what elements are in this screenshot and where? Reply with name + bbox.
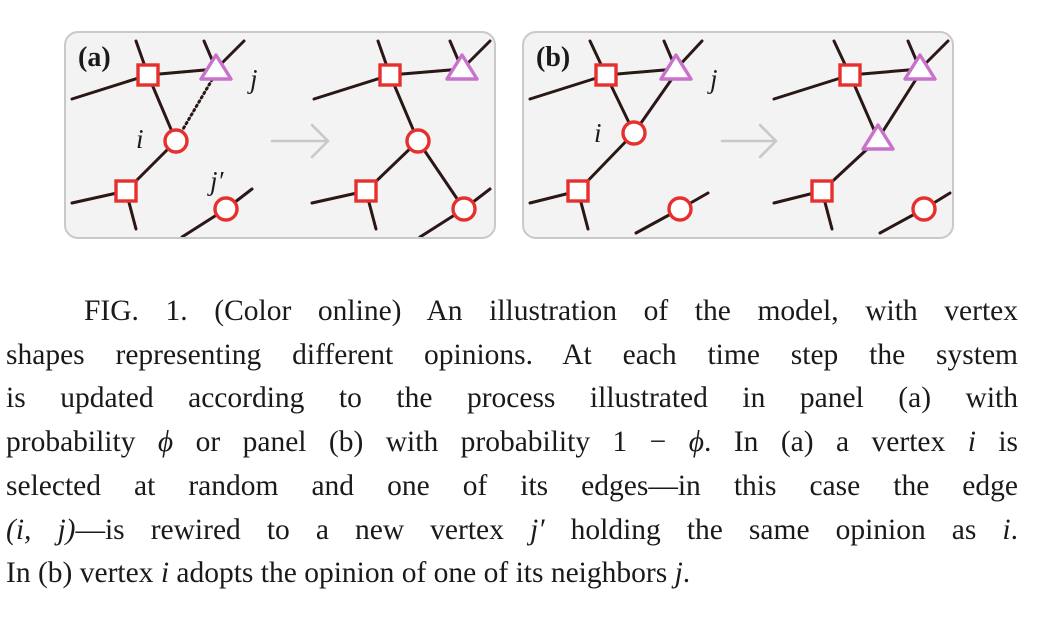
square-vertex xyxy=(838,63,862,87)
transition-arrow xyxy=(270,123,330,159)
figure-panel-b: (b) j i xyxy=(522,31,954,239)
square-vertex xyxy=(136,63,160,87)
square-vertex xyxy=(378,63,402,87)
figure-caption: FIG. 1. (Color online) An illustration o… xyxy=(6,290,1018,596)
triangle-vertex-j xyxy=(659,53,693,81)
panel-a-graph xyxy=(70,39,492,237)
panel-label-b: (b) xyxy=(534,42,573,73)
vertex-label-j: j xyxy=(250,64,258,94)
triangle-vertex-j xyxy=(199,53,233,81)
circle-vertex xyxy=(405,128,431,154)
circle-vertex xyxy=(667,196,693,222)
transition-arrow xyxy=(720,123,778,159)
circle-vertex xyxy=(451,196,477,222)
triangle-vertex-i-adopted xyxy=(861,123,895,151)
circle-vertex-i xyxy=(163,128,189,154)
caption-line: probability ϕ or panel (b) with probabil… xyxy=(6,426,1019,459)
square-vertex xyxy=(566,179,590,203)
square-vertex xyxy=(810,179,834,203)
vertex-label-i: i xyxy=(594,118,602,148)
square-vertex xyxy=(594,63,618,87)
vertex-label-j: j xyxy=(710,64,718,94)
edge xyxy=(388,67,464,77)
triangle-vertex xyxy=(445,53,479,81)
caption-line: shapes representing different opinions. … xyxy=(6,338,1018,371)
edge xyxy=(70,73,150,101)
triangle-vertex xyxy=(903,53,937,81)
caption-line: FIG. 1. (Color online) An illustration o… xyxy=(84,295,1018,327)
vertex-label-j-prime: j′ xyxy=(210,166,224,196)
edge xyxy=(772,73,852,101)
panel-b-graph xyxy=(528,39,952,235)
circle-vertex-i xyxy=(621,120,647,146)
caption-line: selected at random and one of its edges—… xyxy=(6,469,1018,502)
square-vertex xyxy=(354,179,378,203)
caption-line: is updated according to the process illu… xyxy=(6,382,1018,415)
caption-line: In (b) vertex i adopts the opinion of on… xyxy=(6,557,691,590)
square-vertex xyxy=(114,179,138,203)
edge xyxy=(528,73,608,101)
edge xyxy=(416,139,466,211)
circle-vertex-j-prime xyxy=(213,196,239,222)
edge xyxy=(876,71,922,141)
circle-vertex xyxy=(911,196,937,222)
panel-label-a: (a) xyxy=(76,42,113,73)
vertex-label-i: i xyxy=(136,124,144,154)
edge xyxy=(312,73,392,101)
figure-panel-a: (a) j i j′ xyxy=(64,31,496,239)
caption-line: (i, j)—is rewired to a new vertex j′ hol… xyxy=(6,513,1018,546)
dotted-edge-i-j xyxy=(174,71,218,143)
